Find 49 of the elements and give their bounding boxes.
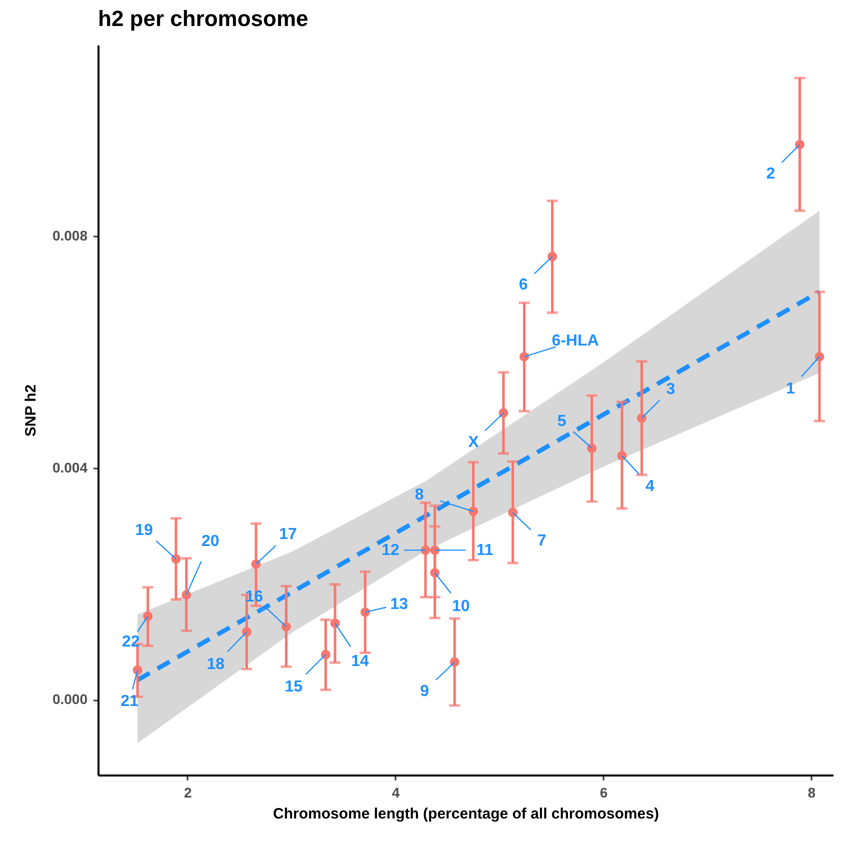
annotation: 1 — [786, 380, 796, 398]
annotation: 9 — [420, 683, 430, 700]
point — [450, 657, 460, 667]
x-tick-label: 8 — [808, 784, 816, 800]
x-axis-title: Chromosome length (percentage of all chromosomes) — [273, 806, 659, 822]
x-tick-label: 2 — [184, 784, 192, 800]
annotation: 15 — [284, 678, 303, 696]
annotation: 4 — [646, 478, 655, 495]
point — [794, 140, 804, 150]
point — [143, 612, 153, 621]
annotation: 12 — [382, 542, 400, 560]
point — [281, 622, 291, 632]
annotation: 7 — [537, 532, 546, 550]
annotation: 5 — [557, 413, 566, 430]
y-tick-label: 0.000 — [52, 691, 88, 708]
annotation: 20 — [201, 532, 220, 550]
annotation: 18 — [206, 656, 225, 673]
annotation: 6-HLA — [552, 332, 600, 350]
annotation: 22 — [122, 633, 140, 650]
annotation: 11 — [476, 542, 494, 560]
point — [587, 444, 597, 453]
annotation: 10 — [452, 598, 470, 615]
y-tick-label: 0.004 — [52, 459, 88, 476]
annotation: 21 — [120, 693, 139, 710]
point — [814, 352, 824, 362]
annotation: 3 — [666, 381, 676, 398]
x-tick-label: 4 — [392, 784, 400, 800]
point — [430, 568, 440, 578]
point — [171, 554, 181, 564]
annotation: 13 — [390, 596, 408, 614]
chart-title: h2 per chromosome — [98, 6, 308, 31]
point — [320, 650, 330, 660]
annotation: 6 — [518, 276, 528, 294]
point — [617, 451, 627, 461]
y-axis-title: SNP h2 — [22, 384, 40, 437]
annotation: 2 — [766, 166, 776, 183]
point — [519, 352, 529, 362]
annotation: 8 — [414, 486, 424, 504]
point — [182, 590, 192, 600]
x-tick-label: 6 — [600, 784, 608, 800]
annotation: 17 — [279, 526, 298, 544]
annotation: 19 — [135, 522, 153, 539]
annotation: X — [468, 434, 480, 451]
point — [330, 618, 340, 628]
point — [360, 607, 370, 617]
point — [468, 506, 478, 516]
point — [242, 627, 252, 637]
annotation: 14 — [351, 653, 370, 670]
y-tick-label: 0.008 — [52, 228, 88, 244]
